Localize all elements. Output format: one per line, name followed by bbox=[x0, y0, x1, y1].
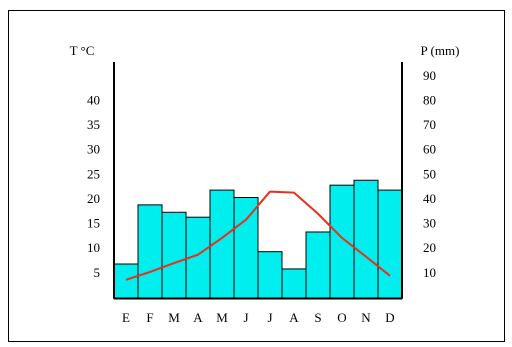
y-tick-label: 15 bbox=[87, 216, 100, 231]
bar bbox=[329, 184, 355, 299]
x-tick-label: F bbox=[146, 310, 153, 325]
y2-tick-label: 20 bbox=[423, 240, 436, 255]
x-tick-label: S bbox=[314, 310, 321, 325]
y2-axis-label: P (mm) bbox=[421, 43, 460, 58]
bar bbox=[161, 211, 187, 300]
y-tick-label: 40 bbox=[87, 92, 100, 107]
x-tick-label: E bbox=[122, 310, 130, 325]
bar bbox=[281, 268, 307, 299]
bar bbox=[377, 189, 403, 300]
x-tick-label: M bbox=[216, 310, 228, 325]
x-tick-label: A bbox=[289, 310, 299, 325]
bar bbox=[305, 231, 331, 299]
x-tick-label: D bbox=[385, 310, 394, 325]
y-tick-label: 30 bbox=[87, 142, 100, 157]
x-tick-label: J bbox=[243, 310, 248, 325]
y2-tick-label: 60 bbox=[423, 142, 436, 157]
line bbox=[125, 190, 391, 281]
y-tick-label: 20 bbox=[87, 191, 100, 206]
bar bbox=[137, 204, 163, 300]
x-tick-label: N bbox=[361, 310, 371, 325]
y-tick-label: 5 bbox=[94, 265, 101, 280]
bar bbox=[353, 179, 379, 299]
x-tick-label: M bbox=[168, 310, 180, 325]
y-tick-label: 10 bbox=[87, 240, 100, 255]
y-axis-label: T °C bbox=[70, 43, 95, 58]
y-tick-label: 25 bbox=[87, 166, 100, 181]
x-tick-label: J bbox=[267, 310, 272, 325]
y2-tick-label: 80 bbox=[423, 92, 436, 107]
x-tick-label: A bbox=[193, 310, 203, 325]
y2-tick-label: 40 bbox=[423, 191, 436, 206]
y2-tick-label: 50 bbox=[423, 166, 436, 181]
y2-tick-label: 90 bbox=[423, 68, 436, 83]
y2-tick-label: 10 bbox=[423, 265, 436, 280]
x-tick-label: O bbox=[337, 310, 346, 325]
y-tick-label: 35 bbox=[87, 117, 100, 132]
bar bbox=[113, 263, 139, 299]
bar bbox=[233, 196, 259, 300]
bar bbox=[257, 251, 283, 299]
y2-tick-label: 30 bbox=[423, 216, 436, 231]
y2-tick-label: 70 bbox=[423, 117, 436, 132]
